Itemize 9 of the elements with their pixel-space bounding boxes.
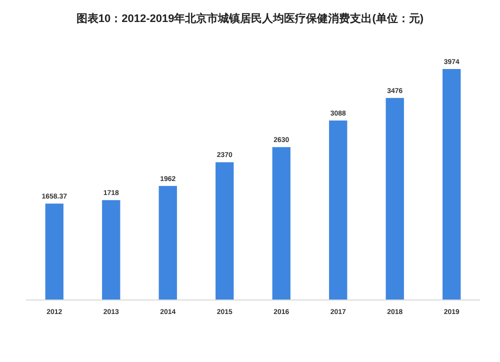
chart-title: 图表10：2012-2019年北京市城镇居民人均医疗保健消费支出(单位：元)	[76, 12, 424, 25]
bar	[45, 204, 64, 300]
bar	[386, 98, 404, 300]
bar	[216, 162, 234, 300]
bar	[329, 120, 348, 300]
bar	[442, 69, 461, 300]
bar	[272, 147, 290, 300]
bar	[102, 200, 120, 300]
bar	[158, 186, 177, 300]
